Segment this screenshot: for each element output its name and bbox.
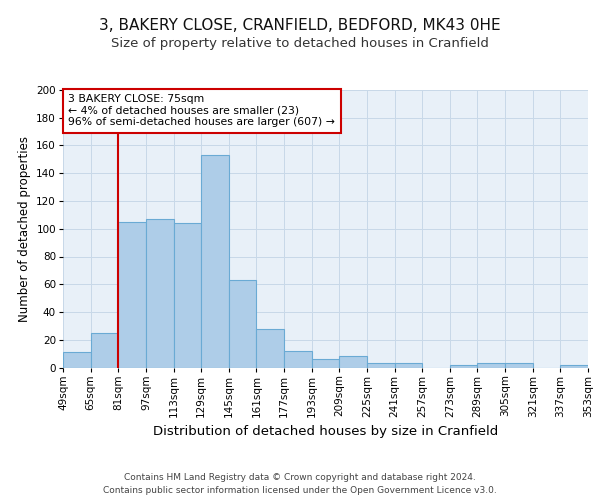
Bar: [340, 356, 367, 368]
Y-axis label: Number of detached properties: Number of detached properties: [18, 136, 31, 322]
Bar: [284, 351, 311, 368]
Text: 3, BAKERY CLOSE, CRANFIELD, BEDFORD, MK43 0HE: 3, BAKERY CLOSE, CRANFIELD, BEDFORD, MK4…: [99, 18, 501, 32]
Bar: [63, 352, 91, 368]
X-axis label: Distribution of detached houses by size in Cranfield: Distribution of detached houses by size …: [153, 425, 498, 438]
Text: Contains public sector information licensed under the Open Government Licence v3: Contains public sector information licen…: [103, 486, 497, 495]
Text: Size of property relative to detached houses in Cranfield: Size of property relative to detached ho…: [111, 38, 489, 51]
Bar: [173, 223, 201, 368]
Bar: [229, 280, 256, 368]
Bar: [311, 359, 340, 368]
Bar: [256, 328, 284, 368]
Text: Contains HM Land Registry data © Crown copyright and database right 2024.: Contains HM Land Registry data © Crown c…: [124, 472, 476, 482]
Bar: [201, 155, 229, 368]
Bar: [505, 364, 533, 368]
Bar: [91, 333, 118, 368]
Text: 3 BAKERY CLOSE: 75sqm
← 4% of detached houses are smaller (23)
96% of semi-detac: 3 BAKERY CLOSE: 75sqm ← 4% of detached h…: [68, 94, 335, 128]
Bar: [146, 219, 173, 368]
Bar: [118, 222, 146, 368]
Bar: [560, 364, 588, 368]
Bar: [478, 364, 505, 368]
Bar: [450, 364, 478, 368]
Bar: [395, 364, 422, 368]
Bar: [367, 364, 395, 368]
